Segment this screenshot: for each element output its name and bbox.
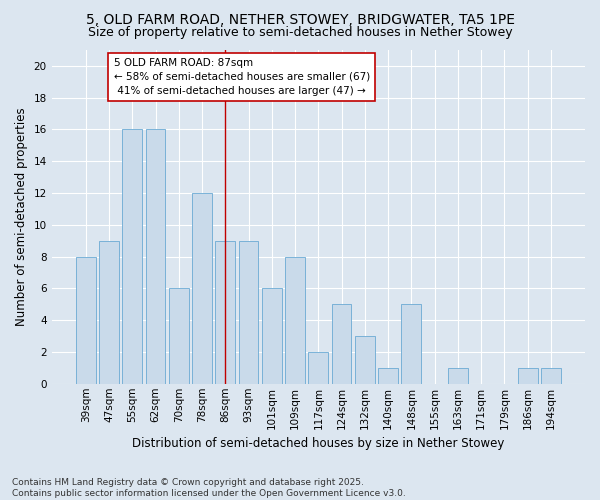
Text: Contains HM Land Registry data © Crown copyright and database right 2025.
Contai: Contains HM Land Registry data © Crown c… — [12, 478, 406, 498]
Bar — [239, 240, 259, 384]
Bar — [146, 130, 166, 384]
Bar — [448, 368, 468, 384]
Bar — [76, 256, 95, 384]
Bar — [541, 368, 561, 384]
Bar — [308, 352, 328, 384]
Bar — [122, 130, 142, 384]
Bar — [355, 336, 375, 384]
X-axis label: Distribution of semi-detached houses by size in Nether Stowey: Distribution of semi-detached houses by … — [132, 437, 505, 450]
Bar — [401, 304, 421, 384]
Bar — [332, 304, 352, 384]
Bar — [378, 368, 398, 384]
Bar — [285, 256, 305, 384]
Text: 5, OLD FARM ROAD, NETHER STOWEY, BRIDGWATER, TA5 1PE: 5, OLD FARM ROAD, NETHER STOWEY, BRIDGWA… — [86, 12, 515, 26]
Bar — [99, 240, 119, 384]
Bar — [215, 240, 235, 384]
Bar — [169, 288, 188, 384]
Text: 5 OLD FARM ROAD: 87sqm
← 58% of semi-detached houses are smaller (67)
 41% of se: 5 OLD FARM ROAD: 87sqm ← 58% of semi-det… — [113, 58, 370, 96]
Bar — [192, 193, 212, 384]
Text: Size of property relative to semi-detached houses in Nether Stowey: Size of property relative to semi-detach… — [88, 26, 512, 39]
Bar — [518, 368, 538, 384]
Y-axis label: Number of semi-detached properties: Number of semi-detached properties — [15, 108, 28, 326]
Bar — [262, 288, 282, 384]
